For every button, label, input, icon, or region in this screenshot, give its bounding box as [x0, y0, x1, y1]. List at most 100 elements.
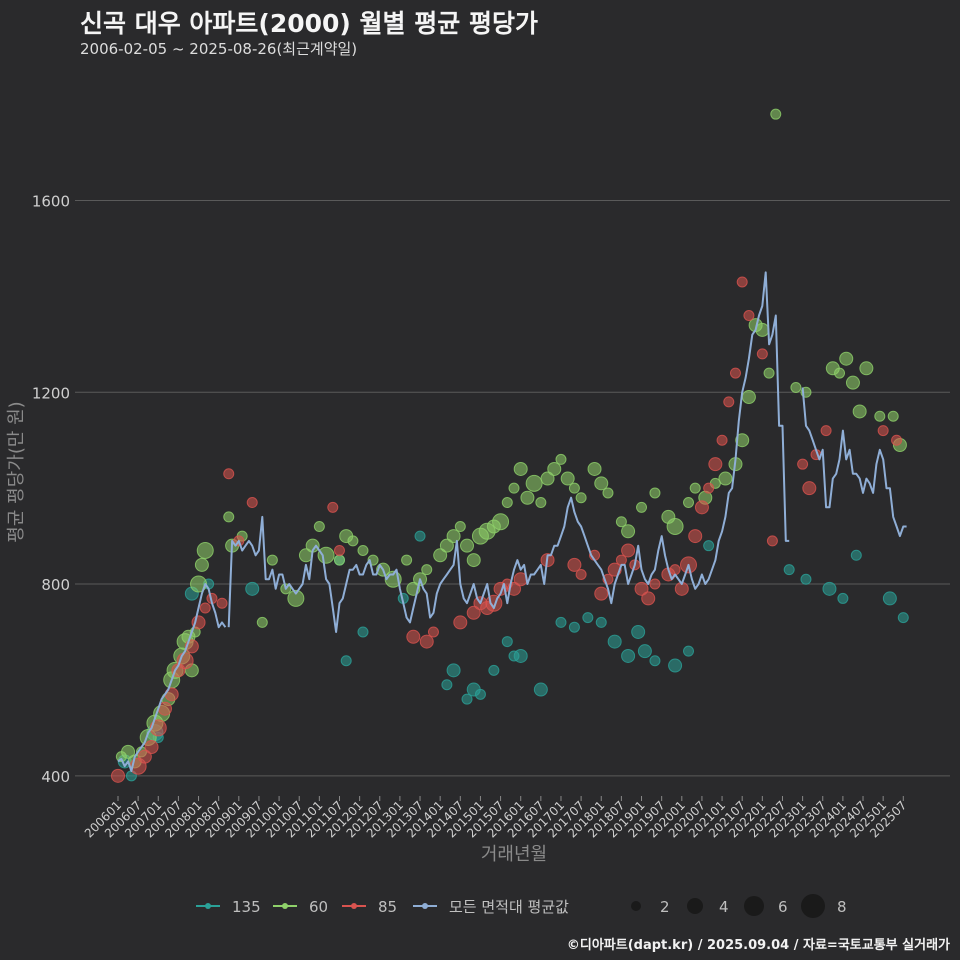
legend-swatch-dot [351, 903, 357, 909]
point-s60 [454, 521, 466, 533]
point-s135 [837, 592, 849, 604]
point-s85 [802, 481, 817, 496]
point-s85 [575, 568, 587, 580]
point-s60 [560, 471, 575, 486]
x-axis-ticks: 2006012006072007012007072008012008072009… [82, 796, 909, 841]
legend-size-circle [687, 898, 703, 914]
point-s60 [256, 616, 268, 628]
point-s85 [223, 468, 235, 480]
point-s60 [401, 554, 413, 566]
point-s85 [144, 740, 159, 755]
point-s85 [694, 500, 709, 515]
legend-size-circle [631, 901, 641, 911]
point-s60 [313, 521, 325, 533]
point-s85 [743, 310, 755, 322]
point-s60 [887, 410, 899, 422]
point-s85 [820, 425, 832, 437]
point-s135 [783, 564, 795, 576]
x-axis-label: 거래년월 [481, 844, 547, 865]
legend-size-label: 2 [660, 898, 670, 916]
point-s85 [708, 457, 723, 472]
point-s85 [427, 626, 439, 638]
legend-label: 모든 면적대 평균값 [449, 898, 569, 916]
point-s135 [357, 626, 369, 638]
point-s135 [441, 679, 453, 691]
point-s60 [525, 474, 543, 492]
point-s135 [703, 540, 715, 552]
point-s135 [668, 658, 683, 673]
point-s85 [149, 719, 167, 737]
point-s135 [631, 624, 646, 639]
point-s135 [513, 648, 528, 663]
point-s60 [594, 476, 609, 491]
point-s60 [492, 513, 510, 531]
chart-subtitle: 2006-02-05 ~ 2025-08-26(최근계약일) [80, 40, 358, 58]
point-s60 [190, 575, 208, 593]
point-s135 [897, 612, 909, 624]
point-s60 [421, 564, 433, 576]
point-s85 [736, 276, 748, 288]
point-s85 [669, 564, 681, 576]
point-s135 [621, 648, 636, 663]
point-s85 [327, 501, 339, 513]
scatter-points [111, 108, 909, 783]
y-tick-label: 400 [41, 768, 70, 786]
point-s60 [196, 541, 214, 559]
point-s85 [567, 557, 582, 572]
point-s60 [666, 518, 684, 536]
point-s85 [137, 749, 152, 764]
point-s85 [594, 586, 609, 601]
point-s60 [718, 471, 733, 486]
point-s60 [333, 554, 345, 566]
point-s135 [882, 591, 897, 606]
point-s60 [317, 546, 335, 564]
point-s135 [340, 655, 352, 667]
legend: 135 60 85 모든 면적대 평균값 2 4 6 8 [196, 894, 847, 918]
point-s60 [763, 367, 775, 379]
chart-title: 신곡 대우 아파트(2000) 월별 평균 평당가 [80, 9, 538, 38]
average-line-segment [801, 387, 907, 538]
point-s85 [246, 497, 258, 509]
point-s60 [735, 433, 750, 448]
point-s85 [419, 634, 434, 649]
point-s60 [540, 471, 555, 486]
point-s60 [649, 487, 661, 499]
point-s60 [555, 453, 567, 465]
point-s85 [333, 544, 345, 556]
point-s135 [637, 644, 652, 659]
point-s135 [649, 655, 661, 667]
point-s60 [266, 554, 278, 566]
point-s135 [582, 612, 594, 624]
point-s60 [547, 461, 562, 476]
point-s135 [501, 636, 513, 648]
point-s60 [741, 390, 756, 405]
point-s85 [199, 602, 211, 614]
point-s60 [602, 487, 614, 499]
y-tick-label: 800 [41, 576, 70, 594]
point-s135 [595, 616, 607, 628]
point-s60 [194, 557, 209, 572]
point-s60 [790, 381, 802, 393]
point-s135 [461, 693, 473, 705]
point-s85 [466, 605, 481, 620]
point-s60 [859, 361, 874, 376]
point-s85 [877, 425, 889, 437]
legend-label: 60 [309, 898, 328, 916]
point-s60 [834, 367, 846, 379]
point-s85 [703, 482, 715, 494]
y-tick-label: 1200 [32, 384, 70, 402]
average-line-segment [227, 271, 790, 633]
point-s60 [568, 482, 580, 494]
point-s60 [839, 351, 854, 366]
footer-credit: ©디아파트(dapt.kr) / 2025.09.04 / 자료=국토교통부 실… [566, 938, 950, 953]
legend-label: 85 [378, 898, 397, 916]
point-s60 [501, 497, 513, 509]
legend-size-circle [801, 894, 825, 918]
legend-size-circle [744, 896, 764, 916]
point-s60 [513, 461, 528, 476]
legend-size-label: 6 [778, 898, 788, 916]
legend-swatch-dot [422, 903, 428, 909]
point-s85 [453, 615, 468, 630]
point-s135 [555, 616, 567, 628]
point-s60 [287, 589, 305, 607]
